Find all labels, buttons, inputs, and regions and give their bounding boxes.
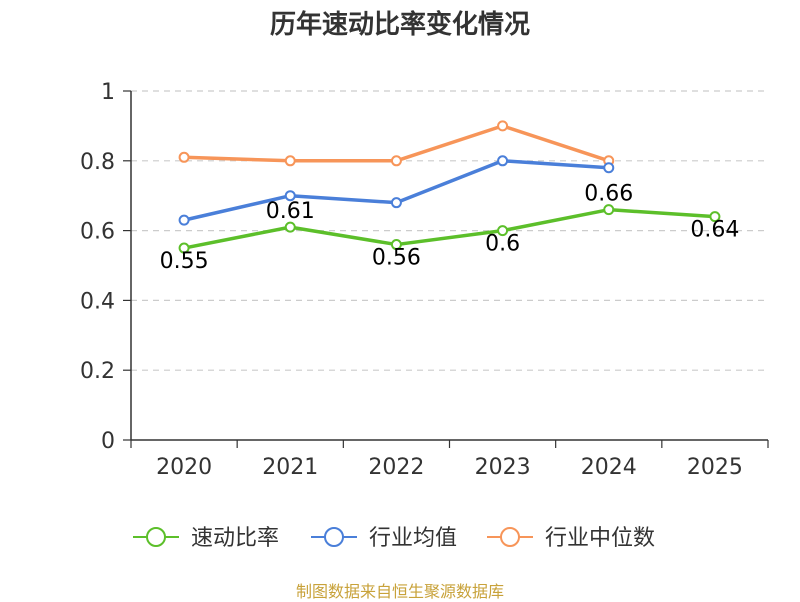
y-tick-label: 0.2 [80, 359, 115, 384]
x-tick-label: 2024 [581, 455, 637, 480]
legend-marker [500, 527, 520, 547]
data-point [390, 197, 402, 209]
legend-marker [324, 527, 344, 547]
y-tick-label: 0.4 [80, 289, 115, 314]
data-point [178, 214, 190, 226]
axes: 0 0.2 0.4 0.6 0.8 1 2020 2021 2022 2023 2024 2025 [80, 80, 769, 480]
data-point [284, 155, 296, 167]
data-label: 0.66 [584, 182, 633, 207]
data-point [603, 204, 615, 216]
data-point [284, 221, 296, 233]
y-tick-label: 0.6 [80, 220, 115, 245]
data-labels: 0.55 0.61 0.56 0.6 0.66 0.64 [160, 182, 740, 274]
legend-item[interactable]: 速动比率 [133, 526, 279, 551]
source-note: 制图数据来自恒生聚源数据库 [295, 582, 504, 601]
data-label: 0.55 [160, 249, 209, 274]
legend-label: 行业中位数 [545, 526, 655, 551]
data-point [709, 211, 721, 223]
y-tick-label: 0 [101, 429, 115, 454]
data-point [178, 151, 190, 163]
grid-lines [131, 90, 768, 371]
x-tick-label: 2021 [262, 455, 318, 480]
legend-label: 行业均值 [369, 526, 457, 551]
data-label: 0.56 [372, 246, 421, 271]
data-point [497, 225, 509, 237]
data-point [603, 162, 615, 174]
legend-label: 速动比率 [191, 526, 279, 551]
data-point [497, 155, 509, 167]
y-tick-label: 1 [101, 80, 115, 105]
legend-marker [146, 527, 166, 547]
x-tick-label: 2025 [687, 455, 743, 480]
data-label: 0.64 [690, 218, 739, 243]
x-tick-label: 2020 [156, 455, 212, 480]
series-lines [178, 120, 721, 254]
data-point [390, 155, 402, 167]
legend-item[interactable]: 行业中位数 [487, 526, 655, 551]
data-point [178, 242, 190, 254]
data-point [390, 239, 402, 251]
chart-title: 历年速动比率变化情况 [269, 10, 530, 40]
y-tick-label: 0.8 [80, 150, 115, 175]
data-label: 0.6 [485, 232, 520, 257]
x-tick-label: 2023 [475, 455, 531, 480]
data-label: 0.61 [266, 199, 315, 224]
data-point [497, 120, 509, 132]
x-tick-label: 2022 [368, 455, 424, 480]
series-line [182, 159, 611, 222]
series-line [182, 207, 717, 250]
data-point [284, 190, 296, 202]
legend[interactable]: 速动比率 行业均值 行业中位数 [133, 526, 655, 551]
legend-item[interactable]: 行业均值 [311, 526, 457, 551]
